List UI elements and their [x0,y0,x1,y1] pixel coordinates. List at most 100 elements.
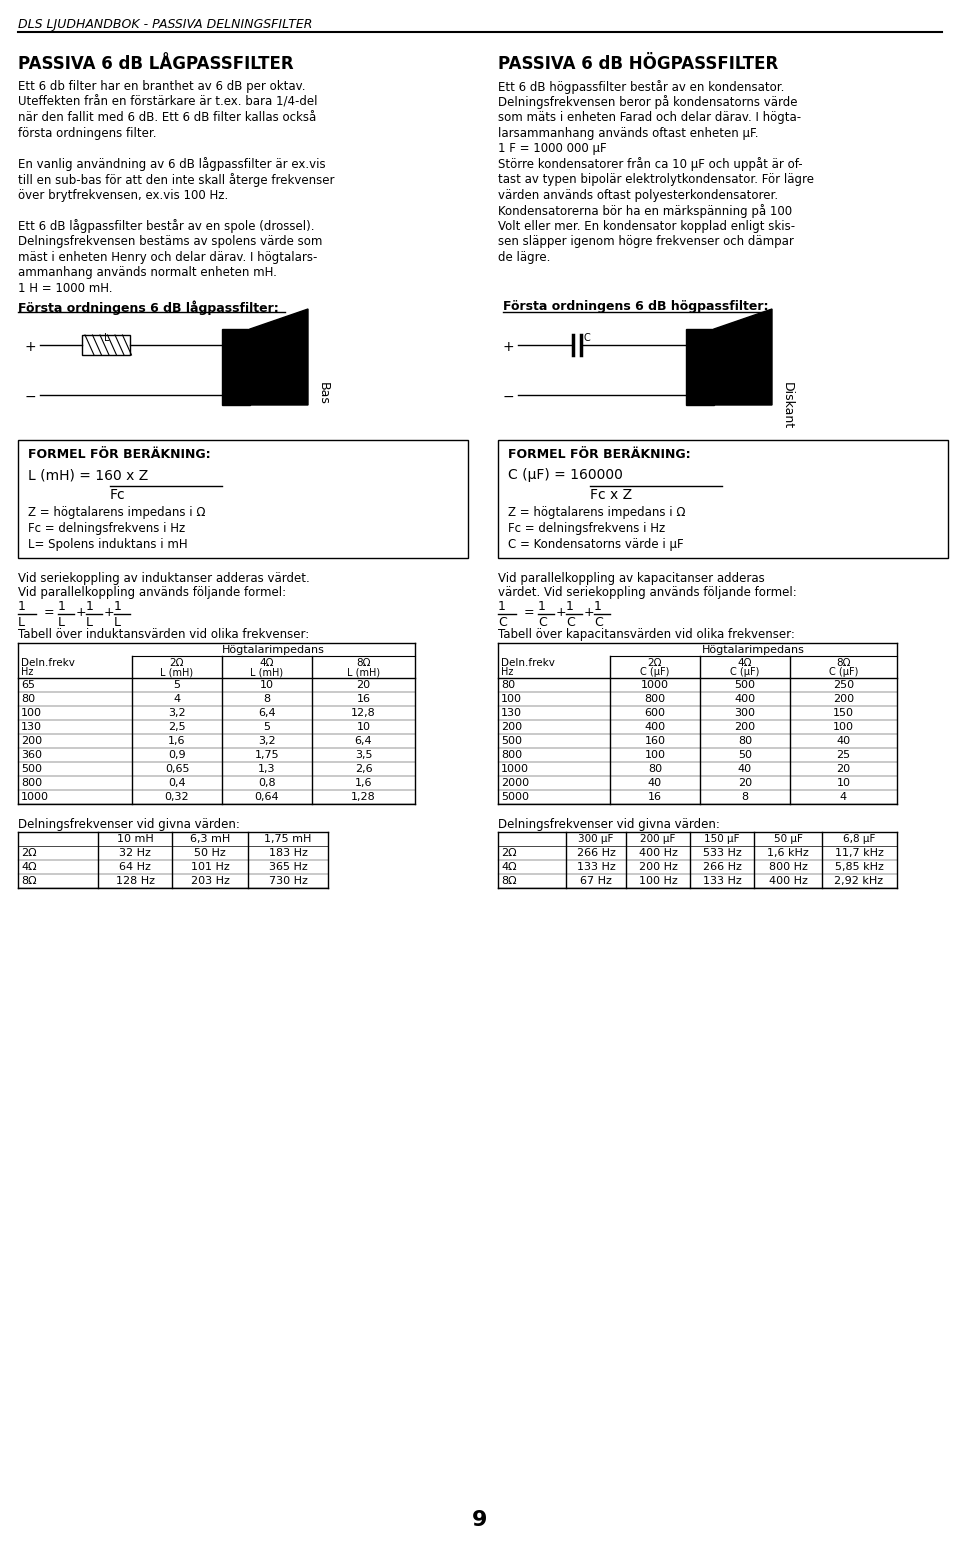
Text: 25: 25 [836,750,851,759]
Text: PASSIVA 6 dB LÅGPASSFILTER: PASSIVA 6 dB LÅGPASSFILTER [18,54,294,73]
Text: 1 F = 1000 000 µF: 1 F = 1000 000 µF [498,142,607,156]
Text: 50 µF: 50 µF [774,834,803,843]
Text: 40: 40 [836,736,851,745]
Text: 50: 50 [738,750,752,759]
Text: Volt eller mer. En kondensator kopplad enligt skis-: Volt eller mer. En kondensator kopplad e… [498,219,795,232]
Text: 2Ω: 2Ω [21,848,36,857]
Text: Deln.frekv: Deln.frekv [501,658,555,668]
Text: Större kondensatorer från ca 10 µF och uppåt är of-: Större kondensatorer från ca 10 µF och u… [498,157,803,171]
Text: L: L [86,616,93,629]
Text: C: C [594,616,603,629]
Text: FORMEL FÖR BERÄKNING:: FORMEL FÖR BERÄKNING: [508,448,690,461]
Text: +: + [503,341,515,355]
Text: 8: 8 [741,792,749,801]
Text: C (µF) = 160000: C (µF) = 160000 [508,468,623,482]
Text: C (µF): C (µF) [828,668,858,677]
Text: 2,6: 2,6 [354,764,372,773]
Text: C (µF): C (µF) [731,668,759,677]
Text: 365 Hz: 365 Hz [269,862,307,871]
Text: Uteffekten från en förstärkare är t.ex. bara 1/4-del: Uteffekten från en förstärkare är t.ex. … [18,95,318,109]
Bar [18,440,468,559]
Text: 9: 9 [472,1509,488,1530]
Text: C: C [538,616,547,629]
Text: C = Kondensatorns värde i µF: C = Kondensatorns värde i µF [508,538,684,551]
Text: 360: 360 [21,750,42,759]
Text: 2,5: 2,5 [168,722,186,731]
Text: Första ordningens 6 dB högpassfilter:: Första ordningens 6 dB högpassfilter: [503,300,769,313]
Text: 1,75 mH: 1,75 mH [264,834,312,843]
Text: 3,2: 3,2 [168,708,186,717]
Text: C (µF): C (µF) [640,668,670,677]
Text: 730 Hz: 730 Hz [269,876,307,885]
Text: L (mH) = 160 x Z: L (mH) = 160 x Z [28,468,148,482]
Text: 130: 130 [501,708,522,717]
Text: C: C [583,333,589,342]
Text: =: = [44,605,55,619]
Text: 133 Hz: 133 Hz [703,876,741,885]
Text: +: + [25,341,36,355]
Text: 67 Hz: 67 Hz [580,876,612,885]
Text: 16: 16 [648,792,662,801]
Text: 20: 20 [738,778,752,787]
Text: Tabell över kapacitansvärden vid olika frekvenser:: Tabell över kapacitansvärden vid olika f… [498,629,795,641]
Text: 101 Hz: 101 Hz [191,862,229,871]
Text: 200 Hz: 200 Hz [638,862,678,871]
Text: +: + [104,605,114,619]
Text: Högtalarimpedans: Högtalarimpedans [222,646,324,655]
Text: Fc = delningsfrekvens i Hz: Fc = delningsfrekvens i Hz [508,521,665,535]
Text: 1: 1 [498,601,506,613]
Text: 2Ω: 2Ω [170,658,184,668]
Text: 1 H = 1000 mH.: 1 H = 1000 mH. [18,282,112,294]
Text: 133 Hz: 133 Hz [577,862,615,871]
Text: 1: 1 [18,601,26,613]
Bar [498,440,948,559]
Text: 3,2: 3,2 [258,736,276,745]
Text: −: − [25,391,36,405]
Text: 3,5: 3,5 [355,750,372,759]
Text: Fc x Z: Fc x Z [590,489,632,503]
Text: 100: 100 [644,750,665,759]
Text: 1: 1 [114,601,122,613]
Text: 1,75: 1,75 [254,750,279,759]
Text: 1,28: 1,28 [351,792,376,801]
Text: Delningsfrekvensen beror på kondensatorns värde: Delningsfrekvensen beror på kondensatorn… [498,95,798,109]
Text: +: + [556,605,566,619]
Text: 200: 200 [501,722,522,731]
Text: 10 mH: 10 mH [116,834,154,843]
Text: L: L [114,616,121,629]
Text: 800 Hz: 800 Hz [769,862,807,871]
Text: Högtalarimpedans: Högtalarimpedans [702,646,804,655]
Text: 0,4: 0,4 [168,778,186,787]
Polygon shape [250,310,308,405]
Text: L: L [18,616,25,629]
Text: =: = [524,605,535,619]
Text: de lägre.: de lägre. [498,251,550,263]
Text: 300: 300 [734,708,756,717]
Text: 8Ω: 8Ω [356,658,371,668]
Text: C: C [566,616,575,629]
Text: 1,6: 1,6 [355,778,372,787]
Text: Diskant: Diskant [780,383,794,429]
Text: 2,92 kHz: 2,92 kHz [834,876,883,885]
Text: 4: 4 [840,792,847,801]
Text: 2Ω: 2Ω [501,848,516,857]
Text: 500: 500 [734,680,756,689]
Bar [82,335,130,355]
Text: 1: 1 [86,601,94,613]
Text: 0,32: 0,32 [165,792,189,801]
Text: 4Ω: 4Ω [737,658,753,668]
Text: 266 Hz: 266 Hz [577,848,615,857]
Text: 0,65: 0,65 [165,764,189,773]
Text: 50 Hz: 50 Hz [194,848,226,857]
Text: Z = högtalarens impedans i Ω: Z = högtalarens impedans i Ω [28,506,205,520]
Text: Deln.frekv: Deln.frekv [21,658,75,668]
Text: 4Ω: 4Ω [501,862,516,871]
Text: 4Ω: 4Ω [260,658,275,668]
Text: 100: 100 [501,694,522,703]
Text: +: + [76,605,86,619]
Text: till en sub-bas för att den inte skall återge frekvenser: till en sub-bas för att den inte skall å… [18,173,334,187]
Text: 6,4: 6,4 [258,708,276,717]
Text: 500: 500 [501,736,522,745]
Text: Ett 6 dB lågpassfilter består av en spole (drossel).: Ett 6 dB lågpassfilter består av en spol… [18,219,315,233]
Text: 400 Hz: 400 Hz [638,848,678,857]
